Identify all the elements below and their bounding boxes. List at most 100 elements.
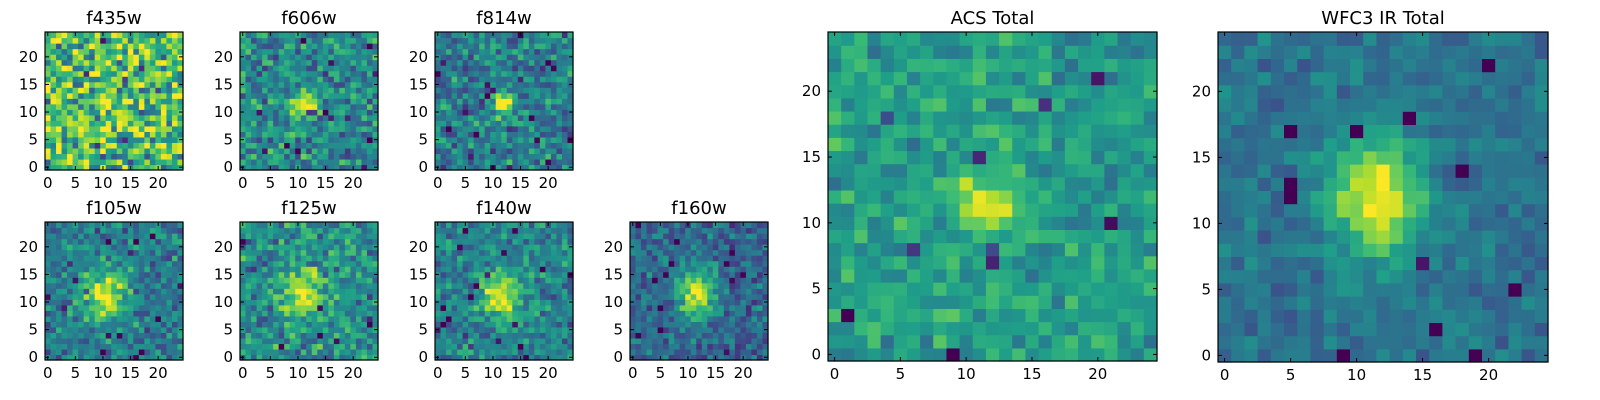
heatmap-cell (144, 249, 151, 256)
heatmap-cell (122, 48, 129, 55)
heatmap-cell (149, 315, 156, 322)
heatmap-cell (78, 348, 85, 356)
heatmap-cell (262, 271, 269, 278)
heatmap-cell (251, 43, 258, 50)
heatmap-cell (561, 109, 569, 116)
heatmap-cell (122, 70, 129, 77)
heatmap-cell (160, 109, 168, 116)
heatmap-cell (556, 343, 563, 350)
heatmap-cell (446, 321, 453, 328)
heatmap-cell (262, 147, 269, 155)
heatmap-cell (171, 332, 179, 339)
heatmap-cell (556, 354, 563, 361)
heatmap-cell (256, 315, 263, 322)
heatmap-cell (133, 332, 140, 339)
heatmap-cell (78, 315, 85, 322)
heatmap-cell (490, 238, 497, 245)
heatmap-cell (300, 37, 307, 44)
heatmap-cell (685, 337, 692, 345)
heatmap-cell (89, 266, 96, 273)
heatmap-cell (652, 288, 659, 295)
heatmap-cell (550, 142, 558, 149)
heatmap-cell (462, 70, 469, 77)
heatmap-cell (745, 277, 753, 284)
heatmap-cell (339, 158, 346, 166)
heatmap-cell (646, 227, 653, 234)
heatmap-cell (111, 304, 118, 311)
heatmap-cell (663, 277, 670, 284)
heatmap-cell (451, 271, 458, 278)
heatmap-cell (933, 295, 948, 309)
heatmap-cell (256, 125, 263, 132)
heatmap-cell (495, 103, 502, 110)
heatmap-cell (122, 59, 129, 66)
heatmap-cell (133, 48, 140, 55)
heatmap-cell (751, 310, 758, 317)
heatmap-cell (473, 142, 480, 149)
heatmap-cell (501, 348, 508, 356)
heatmap-cell (652, 315, 659, 322)
heatmap-cell (550, 87, 558, 94)
heatmap-cell (484, 70, 491, 77)
heatmap-cell (523, 147, 530, 155)
heatmap-cell (83, 147, 90, 155)
heatmap-cell (160, 54, 168, 61)
heatmap-cell (155, 158, 162, 166)
heatmap-cell (144, 70, 151, 77)
heatmap-cell (1025, 255, 1040, 270)
heatmap-cell (133, 158, 140, 166)
heatmap-cell (561, 277, 569, 284)
heatmap-cell (674, 238, 681, 245)
heatmap-cell (355, 315, 363, 322)
heatmap-cell (723, 343, 730, 350)
heatmap-cell (256, 92, 263, 99)
heatmap-cell (245, 81, 252, 88)
heatmap-cell (641, 299, 648, 306)
heatmap-cell (679, 227, 686, 234)
heatmap-cell (545, 321, 552, 328)
heatmap-cell (451, 109, 458, 116)
heatmap-cell (641, 304, 648, 311)
heatmap-cell (355, 76, 363, 83)
heatmap-cell (245, 65, 252, 72)
heatmap-cell (556, 70, 563, 77)
heatmap-cell (322, 131, 329, 138)
heatmap-cell (523, 354, 530, 361)
heatmap-cell (56, 65, 63, 72)
heatmap-cell (479, 70, 486, 77)
heatmap-cell (657, 321, 664, 328)
heatmap-cell (561, 131, 569, 138)
heatmap-cell (751, 299, 758, 306)
heatmap-cell (920, 282, 934, 296)
heatmap-cell (45, 98, 52, 105)
heatmap-cell (561, 266, 569, 273)
heatmap-cell (718, 332, 725, 339)
heatmap-cell (317, 32, 324, 39)
heatmap-cell (333, 65, 340, 72)
heatmap-cell (490, 114, 497, 121)
x-tick-label: 0 (238, 364, 248, 382)
heatmap-cell (841, 308, 855, 323)
heatmap-cell (668, 227, 675, 234)
heatmap-cell (946, 176, 961, 191)
heatmap-cell (160, 222, 168, 229)
heatmap-cell (311, 76, 318, 83)
heatmap-cell (45, 227, 52, 234)
heatmap-cell (1025, 347, 1040, 362)
heatmap-cell (745, 310, 753, 317)
heatmap-cell (166, 120, 173, 127)
heatmap-cell (641, 315, 648, 322)
heatmap-cell (267, 348, 274, 356)
x-tick-label: 10 (93, 174, 112, 192)
heatmap-cell (72, 98, 79, 105)
heatmap-cell (133, 103, 140, 110)
heatmap-cell (116, 233, 123, 240)
heatmap-cell (322, 277, 329, 284)
heatmap-cell (45, 310, 52, 317)
heatmap-cell (473, 109, 480, 116)
heatmap-cell (1104, 176, 1119, 191)
heatmap-cell (679, 282, 686, 289)
heatmap-cell (479, 332, 486, 339)
heatmap-cell (350, 98, 357, 105)
